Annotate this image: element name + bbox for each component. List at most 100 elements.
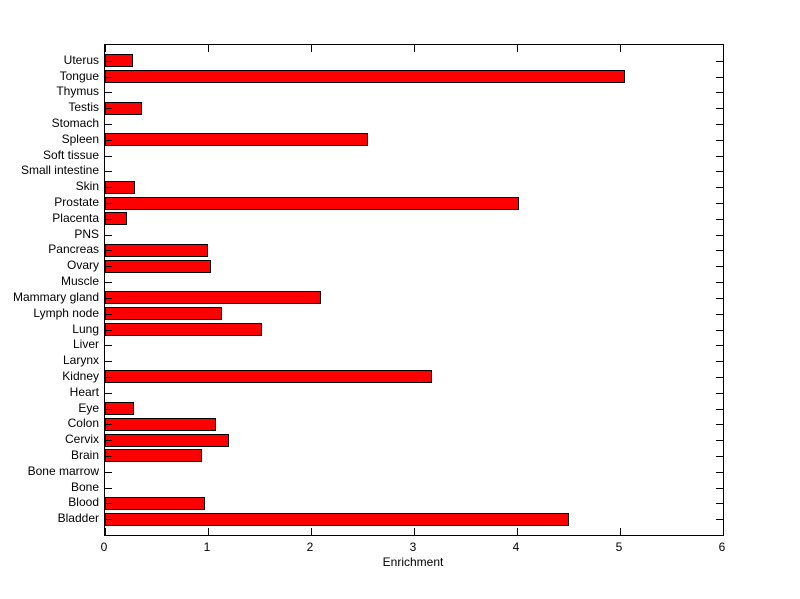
y-tick-label-stomach: Stomach: [51, 116, 99, 130]
y-tick-label-spleen: Spleen: [61, 132, 99, 146]
y-tick-left-eye: [105, 409, 112, 410]
y-tick-label-larynx: Larynx: [62, 353, 99, 367]
y-tick-right-spleen: [716, 140, 723, 141]
y-tick-right-pns: [716, 235, 723, 236]
y-tick-left-testis: [105, 108, 112, 109]
x-tick-label-2: 2: [306, 540, 314, 554]
y-tick-right-placenta: [716, 219, 723, 220]
y-tick-label-skin: Skin: [75, 179, 99, 193]
y-tick-left-skin: [105, 187, 112, 188]
x-tick-label-3: 3: [409, 540, 417, 554]
y-tick-right-prostate: [716, 203, 723, 204]
y-tick-right-pancreas: [716, 250, 723, 251]
y-tick-label-eye: Eye: [78, 401, 99, 415]
y-tick-left-placenta: [105, 219, 112, 220]
y-tick-right-brain: [716, 456, 723, 457]
y-tick-left-bladder: [105, 519, 112, 520]
y-tick-label-bladder: Bladder: [57, 511, 99, 525]
x-tick-top-2: [311, 45, 312, 52]
y-tick-left-spleen: [105, 140, 112, 141]
y-tick-left-brain: [105, 456, 112, 457]
y-tick-right-small-intestine: [716, 171, 723, 172]
y-tick-label-lung: Lung: [72, 322, 99, 336]
y-tick-label-soft-tissue: Soft tissue: [42, 148, 99, 162]
bar-colon: [105, 418, 216, 431]
y-tick-right-blood: [716, 503, 723, 504]
y-tick-right-mammary-gland: [716, 298, 723, 299]
bar-brain: [105, 449, 202, 462]
x-tick-top-3: [414, 45, 415, 52]
x-tick-bottom-3: [414, 528, 415, 535]
y-tick-label-prostate: Prostate: [54, 195, 99, 209]
y-tick-left-liver: [105, 345, 112, 346]
y-tick-right-larynx: [716, 361, 723, 362]
bar-spleen: [105, 133, 368, 146]
y-tick-label-heart: Heart: [69, 385, 99, 399]
y-tick-left-prostate: [105, 203, 112, 204]
x-tick-label-5: 5: [615, 540, 623, 554]
x-tick-label-6: 6: [718, 540, 726, 554]
y-tick-right-bone-marrow: [716, 472, 723, 473]
bar-pancreas: [105, 244, 208, 257]
y-tick-right-uterus: [716, 61, 723, 62]
y-tick-left-ovary: [105, 266, 112, 267]
y-tick-right-bone: [716, 488, 723, 489]
y-tick-label-ovary: Ovary: [66, 258, 99, 272]
y-tick-label-muscle: Muscle: [60, 274, 99, 288]
bar-kidney: [105, 370, 432, 383]
y-tick-label-thymus: Thymus: [56, 84, 99, 98]
y-tick-right-lymph-node: [716, 314, 723, 315]
y-tick-left-small-intestine: [105, 171, 112, 172]
y-tick-right-testis: [716, 108, 723, 109]
y-tick-label-uterus: Uterus: [63, 53, 99, 67]
bar-placenta: [105, 212, 127, 225]
x-tick-bottom-2: [311, 528, 312, 535]
x-tick-top-1: [208, 45, 209, 52]
y-tick-right-soft-tissue: [716, 156, 723, 157]
y-tick-label-small-intestine: Small intestine: [20, 163, 99, 177]
y-tick-left-muscle: [105, 282, 112, 283]
y-tick-left-thymus: [105, 92, 112, 93]
bar-lymph-node: [105, 307, 222, 320]
x-tick-label-0: 0: [100, 540, 108, 554]
y-tick-left-pns: [105, 235, 112, 236]
y-tick-left-heart: [105, 393, 112, 394]
y-tick-right-kidney: [716, 377, 723, 378]
y-tick-right-lung: [716, 330, 723, 331]
bar-tongue: [105, 70, 625, 83]
y-tick-label-bone-marrow: Bone marrow: [27, 464, 99, 478]
y-tick-label-kidney: Kidney: [62, 369, 99, 383]
y-tick-left-pancreas: [105, 250, 112, 251]
y-tick-left-tongue: [105, 77, 112, 78]
y-tick-right-tongue: [716, 77, 723, 78]
bar-ovary: [105, 260, 211, 273]
y-tick-left-lymph-node: [105, 314, 112, 315]
y-tick-right-stomach: [716, 124, 723, 125]
y-tick-label-cervix: Cervix: [64, 432, 99, 446]
bar-mammary-gland: [105, 291, 321, 304]
y-tick-right-thymus: [716, 92, 723, 93]
y-tick-left-uterus: [105, 61, 112, 62]
bar-lung: [105, 323, 262, 336]
y-tick-left-blood: [105, 503, 112, 504]
y-tick-left-colon: [105, 424, 112, 425]
y-tick-label-liver: Liver: [72, 337, 99, 351]
x-tick-bottom-4: [517, 528, 518, 535]
y-tick-left-cervix: [105, 440, 112, 441]
bar-cervix: [105, 434, 229, 447]
y-tick-right-muscle: [716, 282, 723, 283]
x-tick-top-0: [105, 45, 106, 52]
y-tick-left-kidney: [105, 377, 112, 378]
y-tick-left-bone: [105, 488, 112, 489]
y-tick-label-tongue: Tongue: [59, 69, 99, 83]
y-tick-label-colon: Colon: [67, 416, 99, 430]
x-tick-bottom-5: [620, 528, 621, 535]
x-tick-bottom-0: [105, 528, 106, 535]
y-tick-left-larynx: [105, 361, 112, 362]
bar-bladder: [105, 513, 569, 526]
y-tick-label-mammary-gland: Mammary gland: [12, 290, 99, 304]
bar-blood: [105, 497, 205, 510]
y-tick-right-cervix: [716, 440, 723, 441]
x-tick-top-6: [723, 45, 724, 52]
bar-prostate: [105, 197, 519, 210]
